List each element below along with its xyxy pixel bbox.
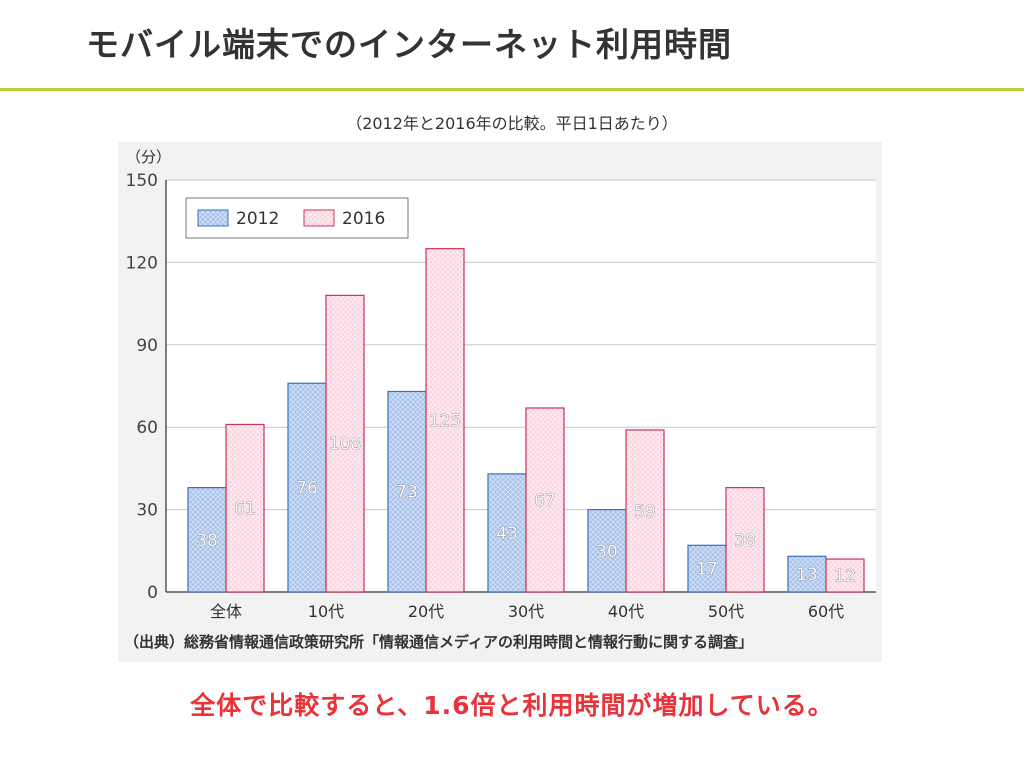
legend-swatch-2012	[197, 209, 229, 227]
bar-2016-2	[425, 248, 465, 593]
bar-value-label: 76	[296, 479, 318, 499]
bar-value-label: 108	[329, 435, 361, 455]
y-tick-label: 30	[136, 501, 158, 521]
y-tick-label: 120	[126, 253, 158, 273]
bar-2012-3	[487, 473, 527, 593]
bar-value-label: 38	[196, 531, 218, 551]
bar-value-label: 125	[429, 411, 461, 431]
summary-note: 全体で比較すると、1.6倍と利用時間が増加している。	[190, 691, 834, 720]
y-tick-label: 0	[147, 583, 158, 603]
x-tick-label: 60代	[808, 602, 844, 621]
x-tick-label: 10代	[308, 602, 344, 621]
x-tick-label: 20代	[408, 602, 444, 621]
bar-value-label: 30	[596, 542, 618, 562]
bar-value-label: 61	[234, 499, 256, 519]
chart-subtitle: （2012年と2016年の比較。平日1日あたり）	[346, 114, 678, 133]
y-axis-label: （分）	[126, 148, 171, 166]
source-note: （出典）総務省情報通信政策研究所「情報通信メディアの利用時間と情報行動に関する調…	[124, 633, 753, 651]
legend-label: 2012	[236, 209, 279, 229]
bar-2012-4	[587, 509, 627, 593]
bar-2016-6	[825, 558, 865, 593]
x-tick-label: 30代	[508, 602, 544, 621]
bar-chart: 0 30 60 90 120 150 38 61 76 108 73 125 43 67 30 59 17 38…	[124, 148, 876, 651]
bar-value-label: 17	[696, 560, 718, 580]
bar-2012-5	[687, 544, 727, 593]
bar-2012-1	[287, 382, 327, 593]
bar-value-label: 43	[496, 524, 518, 544]
y-tick-label: 60	[136, 418, 158, 438]
page-title: モバイル端末でのインターネット利用時間	[86, 25, 732, 64]
x-tick-label: 40代	[608, 602, 644, 621]
chart-figure: 0 30 60 90 120 150 38 61 76 108 73 125 43 67 30 59 17 38…	[118, 142, 882, 662]
bar-value-label: 13	[796, 565, 818, 585]
title-divider	[0, 88, 1024, 91]
bar-value-label: 59	[634, 502, 656, 522]
bar-2016-4	[625, 429, 665, 593]
legend-swatch-2016	[303, 209, 335, 227]
y-tick-label: 150	[126, 171, 158, 191]
bar-value-label: 38	[734, 531, 756, 551]
legend-label: 2016	[342, 209, 385, 229]
bar-value-label: 67	[534, 491, 556, 511]
bar-value-label: 12	[834, 567, 856, 587]
bar-2012-2	[387, 390, 427, 593]
bar-2016-3	[525, 407, 565, 593]
bar-value-label: 73	[396, 483, 418, 503]
bar-2016-0	[225, 423, 265, 593]
x-tick-label: 50代	[708, 602, 744, 621]
x-tick-label: 全体	[210, 602, 242, 621]
y-tick-label: 90	[136, 336, 158, 356]
bar-2016-1	[325, 294, 365, 593]
bar-2016-5	[725, 487, 765, 593]
